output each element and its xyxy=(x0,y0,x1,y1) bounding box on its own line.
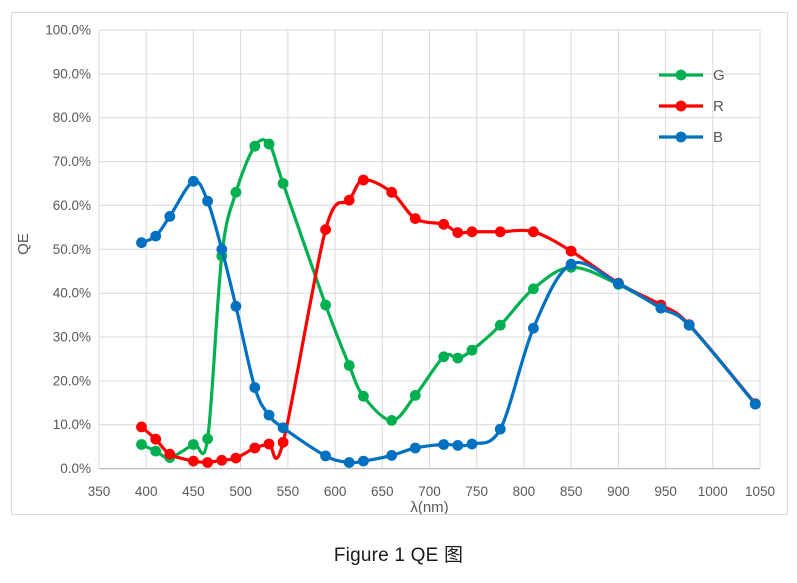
svg-text:10.0%: 10.0% xyxy=(53,417,91,432)
chart-canvas: 0.0% 10.0% 20.0% 30.0% 40.0% 50.0% 60.0% 70.0% 8… xyxy=(15,23,775,515)
series-R-markers xyxy=(136,174,761,468)
svg-text:50.0%: 50.0% xyxy=(53,242,91,257)
svg-text:500: 500 xyxy=(229,484,252,499)
legend-label-B: B xyxy=(713,129,723,146)
legend-label-G: G xyxy=(713,67,725,84)
svg-text:1000: 1000 xyxy=(698,484,728,499)
svg-text:90.0%: 90.0% xyxy=(53,66,91,81)
svg-text:20.0%: 20.0% xyxy=(53,373,91,388)
svg-text:60.0%: 60.0% xyxy=(53,198,91,213)
x-axis-tick-labels: 350 400 450 500 550 600 650 700 750 800 850 900 950 1… xyxy=(88,484,775,499)
legend-marker-R xyxy=(675,100,687,112)
svg-text:30.0%: 30.0% xyxy=(53,330,91,345)
svg-text:450: 450 xyxy=(182,484,205,499)
svg-text:350: 350 xyxy=(88,484,111,499)
svg-text:750: 750 xyxy=(465,484,488,499)
svg-text:550: 550 xyxy=(277,484,300,499)
svg-text:700: 700 xyxy=(418,484,441,499)
x-axis-title: λ(nm) xyxy=(410,499,448,514)
svg-text:80.0%: 80.0% xyxy=(53,110,91,125)
qe-chart: 0.0% 10.0% 20.0% 30.0% 40.0% 50.0% 60.0% 70.0% 8… xyxy=(11,12,788,515)
y-axis-tick-labels: 0.0% 10.0% 20.0% 30.0% 40.0% 50.0% 60.0% 70.0% 8… xyxy=(45,23,91,477)
svg-text:800: 800 xyxy=(513,484,536,499)
svg-text:600: 600 xyxy=(324,484,347,499)
svg-text:0.0%: 0.0% xyxy=(60,461,91,476)
svg-text:1050: 1050 xyxy=(745,484,775,499)
svg-text:650: 650 xyxy=(371,484,394,499)
figure-caption: Figure 1 QE 图 xyxy=(333,545,464,566)
legend-item-B: B xyxy=(659,129,723,146)
series-B-markers xyxy=(136,175,761,468)
svg-text:850: 850 xyxy=(560,484,583,499)
svg-text:950: 950 xyxy=(654,484,677,499)
legend-item-R: R xyxy=(659,98,724,115)
svg-text:70.0%: 70.0% xyxy=(53,154,91,169)
y-axis-title: QE xyxy=(15,233,32,255)
svg-text:40.0%: 40.0% xyxy=(53,286,91,301)
legend-marker-B xyxy=(675,131,687,143)
series-G-markers xyxy=(136,138,761,463)
svg-text:100.0%: 100.0% xyxy=(45,23,91,38)
legend: GRB xyxy=(659,67,725,146)
legend-item-G: G xyxy=(659,67,725,84)
gridlines xyxy=(98,29,761,470)
svg-text:400: 400 xyxy=(135,484,158,499)
svg-text:900: 900 xyxy=(607,484,630,499)
legend-marker-G xyxy=(675,69,687,81)
legend-label-R: R xyxy=(713,98,724,115)
